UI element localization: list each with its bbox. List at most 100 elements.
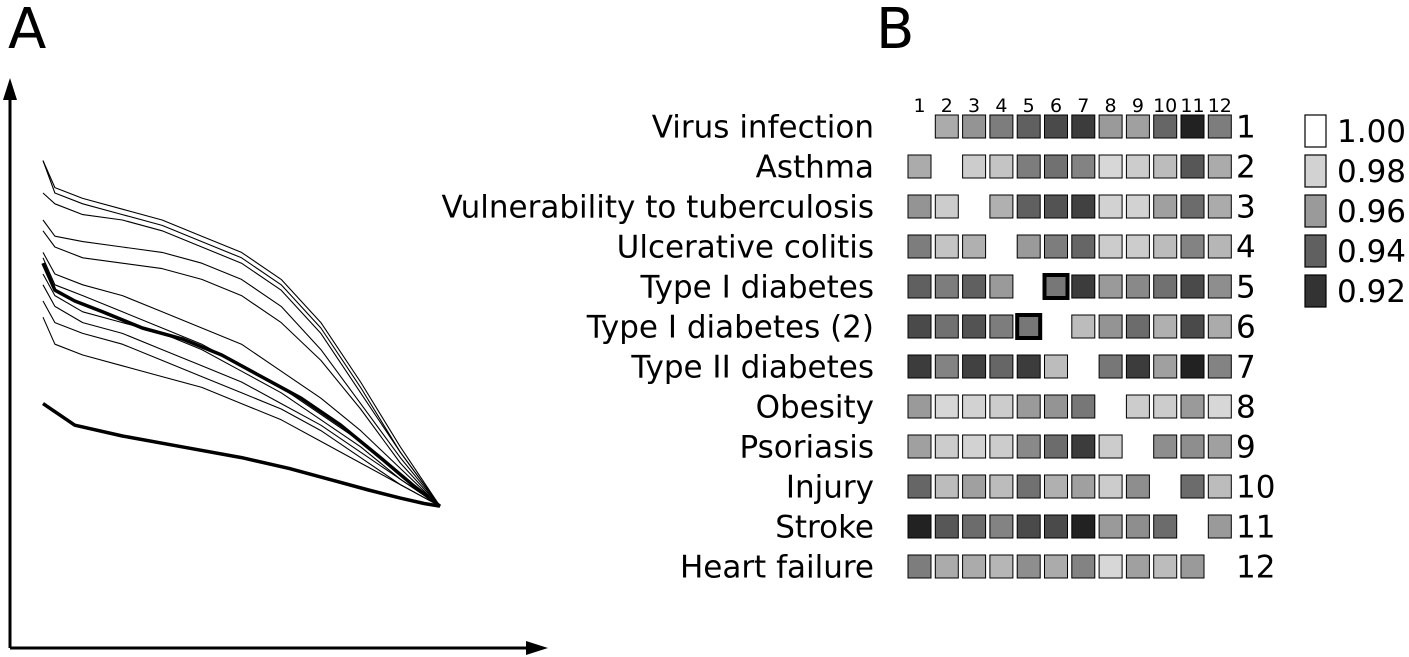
row-number: 12	[1236, 550, 1275, 586]
heatmap-cell	[1125, 354, 1150, 379]
heatmap-cell	[1098, 234, 1123, 259]
row-label: Stroke	[775, 510, 874, 546]
panel-label-b: B	[876, 0, 914, 62]
series-line-11	[42, 284, 441, 507]
column-label: 2	[941, 95, 953, 117]
heatmap-cell	[1153, 434, 1178, 459]
legend-label: 0.94	[1337, 234, 1406, 270]
row-number: 11	[1236, 510, 1275, 546]
panel-a-line-chart	[3, 78, 548, 655]
heatmap-cell	[962, 514, 987, 539]
heatmap-cell	[962, 434, 987, 459]
heatmap-cell	[1098, 114, 1123, 139]
row-number: 10	[1236, 470, 1275, 506]
column-label: 3	[968, 95, 980, 117]
heatmap-cell	[1071, 474, 1096, 499]
heatmap-cell	[1071, 554, 1096, 579]
legend-swatch	[1304, 194, 1327, 228]
heatmap-cell	[1044, 194, 1068, 219]
heatmap-cell	[934, 354, 959, 379]
heatmap-cell	[907, 474, 932, 499]
row-label: Type II diabetes	[630, 350, 874, 386]
heatmap-cell	[1016, 194, 1041, 219]
heatmap-cell	[1098, 194, 1123, 219]
legend-swatch	[1304, 274, 1327, 308]
row-number: 8	[1236, 390, 1256, 426]
heatmap-cell	[1125, 234, 1150, 259]
heatmap-cell	[1180, 154, 1205, 179]
heatmap-cell	[1071, 274, 1096, 299]
heatmap-cell	[907, 314, 932, 339]
heatmap-cell	[934, 234, 959, 259]
series-line-9	[42, 257, 441, 507]
heatmap-cell	[962, 154, 987, 179]
heatmap-cell	[1180, 234, 1205, 259]
heatmap-cell	[1071, 194, 1096, 219]
heatmap-cell	[1098, 514, 1123, 539]
heatmap-cell	[1071, 234, 1096, 259]
y-axis-arrowhead	[3, 78, 17, 100]
heatmap-cell	[907, 154, 932, 179]
series-line-4	[42, 160, 441, 507]
legend-label: 0.92	[1337, 274, 1406, 310]
heatmap-cell	[1153, 354, 1178, 379]
column-label: 7	[1077, 95, 1089, 117]
heatmap-cell	[1180, 274, 1205, 299]
column-label: 8	[1105, 95, 1117, 117]
heatmap-cell	[1180, 114, 1205, 139]
column-label: 11	[1180, 95, 1204, 117]
heatmap-cell	[907, 434, 932, 459]
heatmap-cell	[1125, 154, 1150, 179]
heatmap-cell	[1071, 154, 1096, 179]
heatmap-cell	[1125, 514, 1150, 539]
heatmap-cell	[1207, 114, 1232, 139]
series-line-3	[42, 160, 441, 507]
series-line-7	[42, 219, 441, 507]
heatmap-cell	[1153, 194, 1178, 219]
heatmap-cell	[962, 354, 987, 379]
heatmap-cell	[1044, 234, 1068, 259]
heatmap-cell	[1044, 354, 1068, 379]
heatmap-cell	[1180, 314, 1205, 339]
series-line-2	[41, 262, 442, 508]
heatmap-cell	[1016, 354, 1041, 379]
heatmap-cell	[1044, 394, 1068, 419]
heatmap-cell	[1153, 114, 1178, 139]
heatmap-cell	[907, 354, 932, 379]
heatmap-cell	[934, 394, 959, 419]
column-label: 1	[913, 95, 925, 117]
heatmap-cell	[1071, 114, 1096, 139]
series-line-6	[42, 230, 441, 507]
heatmap-cell	[989, 354, 1014, 379]
heatmap-cell	[934, 474, 959, 499]
row-number: 3	[1236, 190, 1256, 226]
heatmap-cell	[1071, 434, 1096, 459]
row-number: 1	[1236, 110, 1256, 146]
row-number: 2	[1236, 150, 1256, 186]
row-label: Type I diabetes (2)	[586, 310, 874, 346]
heatmap-cell	[1153, 394, 1178, 419]
heatmap-cell	[1207, 314, 1232, 339]
heatmap-cell	[1125, 554, 1150, 579]
heatmap-cell	[962, 234, 987, 259]
heatmap-cell	[1125, 274, 1150, 299]
heatmap-cell	[989, 554, 1014, 579]
heatmap-cell	[1180, 474, 1205, 499]
x-axis-arrowhead	[526, 641, 548, 655]
heatmap-cell	[1071, 314, 1096, 339]
heatmap-cell	[989, 514, 1014, 539]
row-label: Heart failure	[680, 550, 874, 586]
legend-swatch	[1304, 154, 1327, 188]
series-line-13	[42, 316, 441, 507]
heatmap-cell	[1207, 274, 1232, 299]
heatmap-cell	[1207, 474, 1232, 499]
heatmap-cell	[934, 434, 959, 459]
legend-label: 0.96	[1337, 194, 1406, 230]
heatmap-cell	[962, 474, 987, 499]
legend-label: 0.98	[1337, 154, 1406, 190]
heatmap-cell	[1153, 514, 1178, 539]
heatmap-cell	[1153, 234, 1178, 259]
heatmap-cell	[1044, 154, 1068, 179]
heatmap-cell	[989, 314, 1014, 339]
heatmap-cell	[1015, 313, 1043, 340]
